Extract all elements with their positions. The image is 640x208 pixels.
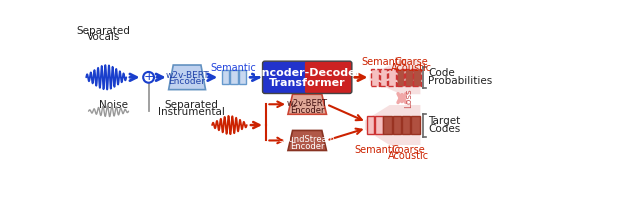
Bar <box>239 70 246 84</box>
Text: Transformer: Transformer <box>269 78 346 88</box>
Bar <box>413 69 421 86</box>
Polygon shape <box>288 130 326 150</box>
Text: Loss: Loss <box>404 88 413 108</box>
Text: Noise: Noise <box>99 100 127 110</box>
Text: Codes: Codes <box>428 124 460 134</box>
Text: Instrumental: Instrumental <box>157 106 225 116</box>
Text: SoundStream: SoundStream <box>279 135 335 144</box>
FancyBboxPatch shape <box>305 61 352 93</box>
Bar <box>383 116 392 134</box>
Bar <box>405 69 413 86</box>
Bar <box>402 116 410 134</box>
Text: Acoustic: Acoustic <box>390 63 432 73</box>
Text: Encoder: Encoder <box>290 142 324 151</box>
Text: Separated: Separated <box>76 26 130 36</box>
Text: Encoder: Encoder <box>290 106 324 115</box>
Text: w2v-BERT: w2v-BERT <box>287 99 328 108</box>
Text: Coarse: Coarse <box>394 57 428 67</box>
Text: +: + <box>143 71 154 83</box>
Text: w2v-BERT: w2v-BERT <box>165 71 209 79</box>
Text: Semantic: Semantic <box>211 63 256 73</box>
FancyBboxPatch shape <box>307 63 349 91</box>
Text: Vocals: Vocals <box>86 32 120 42</box>
Bar <box>375 116 383 134</box>
Text: Separated: Separated <box>164 100 218 110</box>
Polygon shape <box>168 65 205 90</box>
Text: Semantic: Semantic <box>355 145 400 155</box>
Bar <box>221 70 230 84</box>
Text: Code: Code <box>428 68 455 78</box>
Bar <box>371 69 379 86</box>
Polygon shape <box>365 105 420 145</box>
Bar <box>388 69 396 86</box>
Text: Semantic: Semantic <box>361 57 407 67</box>
Text: Coarse: Coarse <box>392 145 426 155</box>
Text: Encoder-Decoder: Encoder-Decoder <box>253 68 361 78</box>
Bar <box>411 116 420 134</box>
Bar <box>230 70 238 84</box>
Bar <box>380 69 387 86</box>
Polygon shape <box>369 60 420 94</box>
Bar <box>367 116 374 134</box>
Bar <box>393 116 401 134</box>
Text: Acoustic: Acoustic <box>388 151 429 161</box>
Text: Target: Target <box>428 116 460 126</box>
Text: Encoder: Encoder <box>168 77 205 86</box>
Polygon shape <box>288 94 326 114</box>
Bar <box>397 69 404 86</box>
FancyBboxPatch shape <box>262 61 352 93</box>
Text: Probabilities: Probabilities <box>428 76 492 86</box>
